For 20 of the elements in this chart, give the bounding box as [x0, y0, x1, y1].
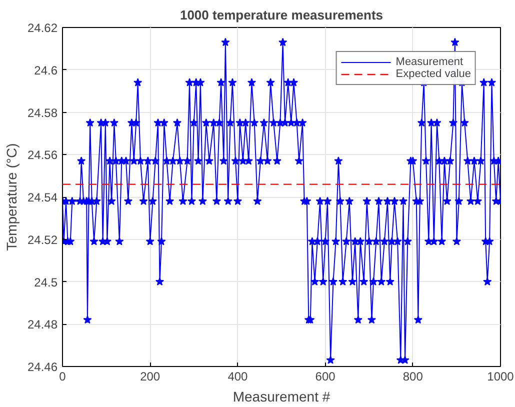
- x-tick-label: 0: [59, 370, 66, 384]
- y-tick-label: 24.5: [34, 275, 58, 290]
- chart-title: 1000 temperature measurements: [180, 8, 384, 22]
- x-axis-title: Measurement #: [232, 388, 330, 404]
- x-tick-label: 800: [402, 370, 424, 384]
- y-axis-title: Temperature (°C): [3, 143, 20, 251]
- legend-label: Measurement: [396, 56, 464, 68]
- x-tick-label: 600: [315, 370, 336, 384]
- legend-label: Expected value: [396, 68, 471, 80]
- y-tick-label: 24.54: [27, 190, 58, 204]
- y-tick-label: 24.62: [27, 21, 58, 35]
- y-tick-label: 24.56: [27, 148, 58, 162]
- y-tick-label: 24.52: [27, 232, 58, 247]
- y-tick-label: 24.48: [27, 318, 58, 332]
- y-tick-label: 24.46: [27, 360, 58, 374]
- x-tick-label: 400: [228, 370, 248, 384]
- y-tick-label: 24.58: [27, 106, 58, 120]
- x-tick-label: 1000: [487, 370, 514, 384]
- x-tick-label: 200: [140, 370, 160, 384]
- y-tick-label: 24.6: [34, 63, 58, 78]
